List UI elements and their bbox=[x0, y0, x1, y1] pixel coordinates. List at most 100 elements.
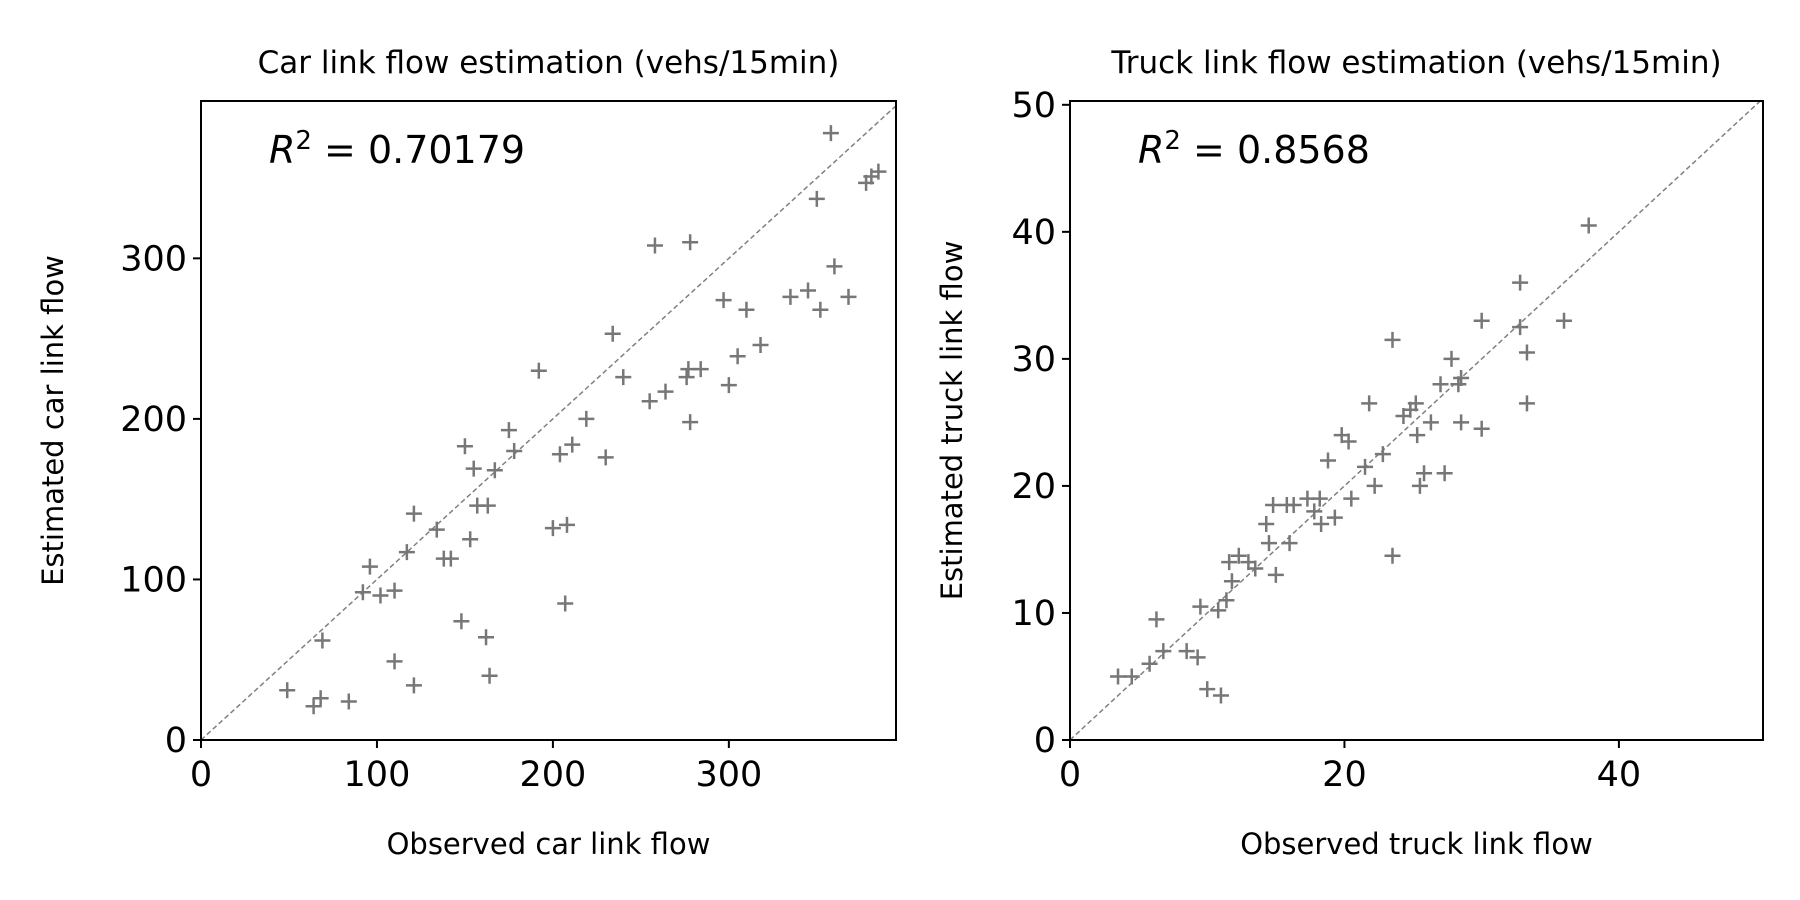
data-point bbox=[1155, 643, 1172, 660]
data-point bbox=[340, 693, 357, 710]
y-tick-label: 40 bbox=[1011, 213, 1056, 253]
data-point bbox=[1411, 477, 1428, 494]
data-point bbox=[1422, 414, 1439, 431]
r2-symbol: R bbox=[1138, 128, 1164, 172]
chart-title: Car link flow estimation (vehs/15min) bbox=[258, 45, 840, 81]
data-point bbox=[715, 292, 732, 309]
x-tick-label: 0 bbox=[1059, 755, 1081, 795]
y-tick-label: 200 bbox=[120, 400, 187, 440]
data-point bbox=[1199, 681, 1216, 698]
data-point bbox=[1319, 452, 1336, 469]
x-tick-label: 100 bbox=[344, 755, 411, 795]
data-point bbox=[657, 383, 674, 400]
data-point bbox=[453, 613, 470, 630]
y-tick-label: 20 bbox=[1011, 467, 1056, 507]
data-point bbox=[578, 410, 595, 427]
y-tick-label: 30 bbox=[1011, 340, 1056, 380]
data-point bbox=[1258, 516, 1275, 533]
data-point bbox=[738, 301, 755, 318]
data-point bbox=[615, 369, 632, 386]
identity-reference-line bbox=[201, 105, 896, 740]
plot-frame bbox=[1069, 100, 1764, 741]
x-tick-label: 0 bbox=[190, 755, 212, 795]
data-point bbox=[1230, 547, 1247, 564]
data-point bbox=[557, 595, 574, 612]
data-point bbox=[405, 505, 422, 522]
plot-frame bbox=[200, 100, 897, 741]
data-point bbox=[1366, 477, 1383, 494]
data-point bbox=[530, 362, 547, 379]
data-point bbox=[1384, 547, 1401, 564]
data-point bbox=[1416, 465, 1433, 482]
data-point bbox=[822, 125, 839, 142]
data-points bbox=[279, 125, 887, 715]
data-point bbox=[1518, 344, 1535, 361]
y-tick-label: 100 bbox=[120, 560, 187, 600]
data-point bbox=[372, 587, 389, 604]
data-point bbox=[1326, 509, 1343, 526]
data-point bbox=[551, 446, 568, 463]
data-point bbox=[1357, 458, 1374, 475]
y-tick-label: 0 bbox=[1034, 721, 1056, 761]
data-point bbox=[1311, 490, 1328, 507]
data-point bbox=[1189, 649, 1206, 666]
data-point bbox=[1556, 312, 1573, 329]
data-point bbox=[462, 531, 479, 548]
data-point bbox=[398, 544, 415, 561]
data-point bbox=[641, 393, 658, 410]
r2-superscript: 2 bbox=[1164, 126, 1181, 156]
data-point bbox=[1453, 369, 1470, 386]
x-tick-label: 20 bbox=[1322, 755, 1367, 795]
data-point bbox=[1436, 465, 1453, 482]
data-point bbox=[386, 582, 403, 599]
data-point bbox=[1518, 395, 1535, 412]
data-point bbox=[314, 632, 331, 649]
data-point bbox=[465, 460, 482, 477]
data-point bbox=[405, 677, 422, 694]
y-tick-label: 300 bbox=[120, 239, 187, 279]
data-point bbox=[1260, 535, 1277, 552]
y-axis-label: Estimated car link flow bbox=[36, 255, 70, 586]
data-point bbox=[1384, 331, 1401, 348]
data-point bbox=[478, 629, 495, 646]
data-point bbox=[481, 667, 498, 684]
data-point bbox=[1432, 376, 1449, 393]
data-point bbox=[1221, 554, 1238, 571]
x-axis-label: Observed truck link flow bbox=[1240, 827, 1593, 861]
data-point bbox=[428, 521, 445, 538]
data-point bbox=[1281, 535, 1298, 552]
data-point bbox=[1473, 420, 1490, 437]
data-point bbox=[1192, 598, 1209, 615]
data-point bbox=[1123, 668, 1140, 685]
r2-value: = 0.70179 bbox=[312, 128, 525, 172]
data-point bbox=[682, 234, 699, 251]
data-point bbox=[279, 682, 296, 699]
data-point bbox=[1512, 274, 1529, 291]
data-point bbox=[812, 301, 829, 318]
data-point bbox=[729, 348, 746, 365]
chart-title: Truck link flow estimation (vehs/15min) bbox=[1110, 45, 1721, 81]
data-point bbox=[354, 584, 371, 601]
data-point bbox=[442, 550, 459, 567]
data-point bbox=[782, 288, 799, 305]
data-points bbox=[1110, 217, 1597, 704]
r-squared-annotation: R2 = 0.8568 bbox=[1138, 126, 1370, 172]
data-point bbox=[456, 438, 473, 455]
truck-flow-panel: 0 20 40 0 10 20 30 40 50 Truck link flow estimati… bbox=[935, 45, 1764, 861]
x-tick-label: 40 bbox=[1597, 755, 1642, 795]
x-tick-label: 300 bbox=[695, 755, 762, 795]
y-tick-label: 10 bbox=[1011, 594, 1056, 634]
data-point bbox=[564, 436, 581, 453]
data-point bbox=[1340, 433, 1357, 450]
data-point bbox=[678, 369, 695, 386]
x-axis-label: Observed car link flow bbox=[387, 827, 711, 861]
data-point bbox=[1267, 566, 1284, 583]
data-point bbox=[808, 190, 825, 207]
data-point bbox=[1285, 496, 1302, 513]
data-point bbox=[1343, 490, 1360, 507]
data-point bbox=[305, 698, 322, 715]
y-tick-label: 0 bbox=[165, 721, 187, 761]
data-point bbox=[486, 462, 503, 479]
data-point bbox=[1443, 350, 1460, 367]
